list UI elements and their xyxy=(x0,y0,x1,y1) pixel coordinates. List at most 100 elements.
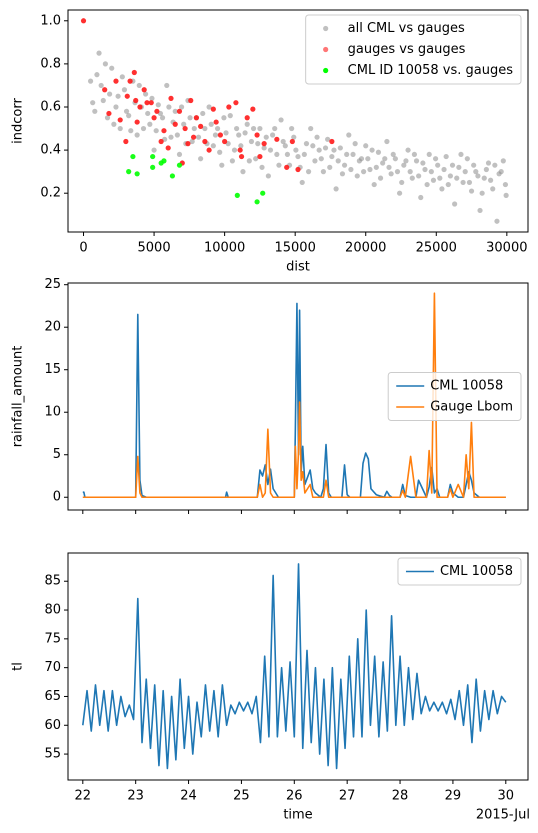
scatter-point xyxy=(141,87,147,93)
scatter-point xyxy=(396,190,403,196)
scatter-point xyxy=(113,104,119,110)
scatter-point xyxy=(143,91,149,97)
scatter-point xyxy=(168,95,174,101)
scatter-point xyxy=(430,177,437,183)
annotation: 2015-Jul xyxy=(476,808,530,823)
scatter-point xyxy=(124,93,130,99)
x-tick-label: 24 xyxy=(180,789,197,804)
legend-marker xyxy=(323,25,329,32)
scatter-point xyxy=(134,171,140,177)
scatter-point xyxy=(337,145,343,151)
scatter-point xyxy=(289,138,295,145)
scatter-point xyxy=(272,125,278,132)
scatter-point xyxy=(407,169,413,175)
scatter-point xyxy=(447,173,453,179)
scatter-point xyxy=(371,181,377,188)
scatter-point xyxy=(237,147,243,153)
scatter-point xyxy=(280,138,286,145)
scatter-point xyxy=(441,166,447,173)
scatter-point xyxy=(193,115,200,121)
scatter-point xyxy=(214,125,221,132)
scatter-point xyxy=(363,143,369,149)
scatter-point xyxy=(80,18,87,24)
legend-marker xyxy=(323,46,329,53)
scatter-point xyxy=(426,151,432,158)
scatter-point xyxy=(413,158,420,164)
legend-label: CML ID 10058 vs. gauges xyxy=(348,63,514,78)
scatter-point xyxy=(131,69,137,76)
scatter-point xyxy=(113,78,119,84)
scatter-point xyxy=(244,121,250,127)
x-tick-label: 20000 xyxy=(345,241,386,256)
scatter-point xyxy=(490,186,496,192)
scatter-point xyxy=(240,169,246,175)
scatter-point xyxy=(148,100,154,106)
scatter-point xyxy=(213,119,219,125)
scatter-point xyxy=(100,97,106,104)
scatter-point xyxy=(234,125,240,132)
y-tick-label: 20 xyxy=(44,320,61,335)
scatter-point xyxy=(161,158,167,164)
scatter-point xyxy=(176,108,183,114)
scatter-point xyxy=(435,162,441,168)
scatter-point xyxy=(231,147,238,153)
scatter-point xyxy=(503,192,509,198)
scatter-point xyxy=(178,104,185,110)
scatter-point xyxy=(473,169,479,175)
scatter-point xyxy=(276,162,282,168)
scatter-point xyxy=(172,121,178,127)
scatter-point xyxy=(188,97,194,104)
y-tick-label: 0.6 xyxy=(40,99,61,114)
legend: CML 10058 Gauge Lbom xyxy=(387,372,522,421)
scatter-point xyxy=(322,145,329,151)
scatter-point xyxy=(206,104,212,110)
scatter-point xyxy=(128,128,134,134)
scatter-point xyxy=(500,158,506,164)
scatter-point xyxy=(439,186,445,192)
scatter-point xyxy=(161,128,167,134)
x-tick-label: 27 xyxy=(339,789,356,804)
legend-label: gauges vs gauges xyxy=(348,42,466,57)
scatter-point xyxy=(133,97,139,104)
scatter-point xyxy=(390,151,396,158)
scatter-point xyxy=(185,141,191,147)
scatter-point xyxy=(339,171,346,177)
scatter-point xyxy=(494,218,500,224)
scatter-point xyxy=(380,160,386,166)
scatter-point xyxy=(420,160,426,166)
scatter-point xyxy=(432,156,439,162)
scatter-point xyxy=(234,192,240,198)
scatter-point xyxy=(229,158,235,164)
y-tick-label: 60 xyxy=(44,718,61,733)
scatter-point xyxy=(477,207,483,214)
scatter-point xyxy=(422,166,428,173)
axes-frame xyxy=(67,552,529,781)
scatter-point xyxy=(284,164,290,170)
scatter-point xyxy=(261,141,267,147)
scatter-point xyxy=(260,190,266,196)
scatter-point xyxy=(87,78,94,84)
scatter-point xyxy=(346,132,352,138)
scatter-point xyxy=(437,175,443,181)
scatter-point xyxy=(291,134,297,140)
scatter-point xyxy=(158,138,164,145)
scatter-point xyxy=(471,162,477,168)
scatter-point xyxy=(200,110,206,117)
scatter-point xyxy=(126,169,132,175)
scatter-point xyxy=(259,164,265,170)
scatter-point xyxy=(96,50,102,56)
scatter-point xyxy=(464,156,470,162)
scatter-point xyxy=(329,138,335,145)
y-tick-label: 1.0 xyxy=(40,13,61,28)
scatter-point xyxy=(176,162,183,168)
x-axis-label: time xyxy=(283,808,312,823)
scatter-point xyxy=(424,181,430,188)
x-tick-label: 28 xyxy=(392,789,409,804)
scatter-point xyxy=(176,151,183,158)
x-axis-label: dist xyxy=(286,260,310,275)
scatter-point xyxy=(284,151,291,158)
scatter-point xyxy=(265,173,271,179)
scatter-point xyxy=(502,181,509,188)
legend-marker xyxy=(323,67,329,74)
